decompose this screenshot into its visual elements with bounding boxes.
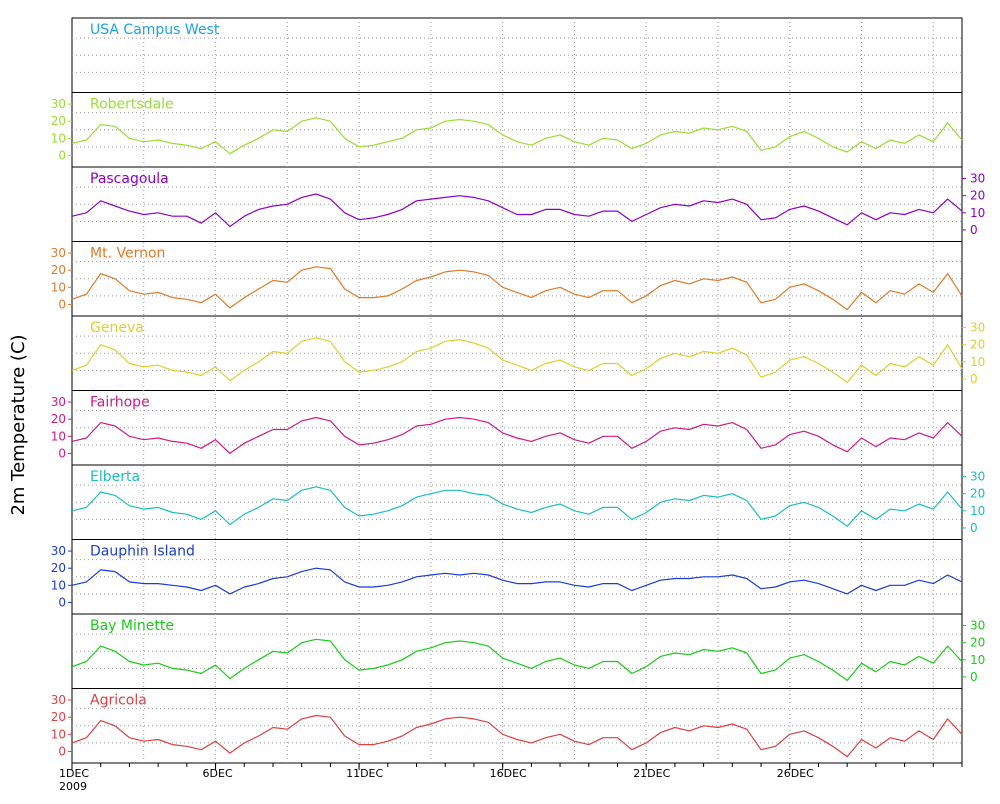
y-tick-label: 0 — [970, 521, 978, 535]
x-tick-label: 16DEC — [490, 767, 527, 780]
y-tick-label: 10 — [51, 727, 66, 741]
panel-title: Elberta — [90, 469, 140, 485]
y-tick-label: 30 — [970, 619, 985, 633]
series-line-pascagoula — [71, 193, 963, 228]
y-tick-label: 20 — [970, 487, 985, 501]
y-tick-label: 10 — [970, 653, 985, 667]
y-tick-label: 30 — [51, 395, 66, 409]
y-tick-label: 0 — [58, 595, 66, 609]
panel-title: Agricola — [90, 693, 147, 709]
panel-title: Mt. Vernon — [90, 246, 165, 262]
y-tick-label: 10 — [51, 578, 66, 592]
x-tick-label: 26DEC — [777, 767, 814, 780]
series-line-elberta — [71, 486, 963, 527]
panel-title: Pascagoula — [90, 171, 169, 187]
y-tick-label: 10 — [51, 280, 66, 294]
panel-title: USA Campus West — [90, 22, 220, 38]
x-year-label: 2009 — [59, 780, 87, 793]
series-line-fairhope — [71, 416, 963, 454]
x-axis: 1DEC 6DEC 11DEC 16DEC 21DEC 26DEC 2009 — [59, 763, 963, 793]
series-line-mt-vernon — [71, 266, 963, 311]
series-line-agricola — [71, 714, 963, 758]
y-tick-label: 20 — [970, 636, 985, 650]
series-line-bay-minette — [71, 638, 963, 681]
axes-group: 0 10 20 30 0 10 20 30 0 10 20 30 0 10 20 30 0 10 20 30 0 10 20… — [51, 97, 986, 758]
y-tick-label: 0 — [970, 223, 978, 237]
x-tick-label: 6DEC — [203, 767, 233, 780]
x-tick-label: 1DEC — [59, 767, 89, 780]
y-tick-label: 0 — [970, 670, 978, 684]
y-tick-label: 10 — [970, 504, 985, 518]
y-tick-label: 0 — [58, 297, 66, 311]
y-tick-label: 20 — [970, 189, 985, 203]
y-tick-label: 30 — [51, 246, 66, 260]
y-tick-label: 30 — [970, 470, 985, 484]
y-tick-label: 20 — [51, 114, 66, 128]
y-tick-label: 10 — [970, 355, 985, 369]
y-tick-label: 30 — [51, 544, 66, 558]
y-tick-label: 20 — [51, 412, 66, 426]
y-tick-label: 20 — [51, 263, 66, 277]
y-tick-label: 10 — [970, 206, 985, 220]
grid-group — [72, 18, 962, 763]
y-tick-label: 20 — [970, 338, 985, 352]
y-tick-label: 0 — [58, 446, 66, 460]
y-tick-label: 0 — [58, 744, 66, 758]
y-tick-label: 0 — [970, 372, 978, 386]
panel-title: Bay Minette — [90, 618, 174, 634]
panel-title: Dauphin Island — [90, 544, 195, 560]
y-tick-label: 30 — [51, 693, 66, 707]
y-tick-label: 30 — [51, 97, 66, 111]
y-tick-label: 20 — [51, 561, 66, 575]
x-tick-label: 11DEC — [346, 767, 383, 780]
x-tick-label: 21DEC — [633, 767, 670, 780]
y-tick-label: 30 — [970, 172, 985, 186]
y-tick-label: 30 — [970, 321, 985, 335]
series-group — [71, 117, 963, 758]
series-line-geneva — [71, 337, 963, 383]
series-line-dauphin-island — [71, 567, 963, 595]
y-tick-label: 0 — [58, 148, 66, 162]
panel-title: Geneva — [90, 320, 144, 336]
panel-title: Robertsdale — [90, 97, 174, 113]
series-line-robertsdale — [71, 117, 963, 155]
panels-group: USA Campus West Robertsdale Pascagoula Mt. … — [71, 17, 963, 764]
y-tick-label: 10 — [51, 131, 66, 145]
y-axis-label: 2m Temperature (C) — [8, 334, 29, 515]
panel-title: Fairhope — [90, 395, 150, 411]
y-tick-label: 20 — [51, 710, 66, 724]
y-tick-label: 10 — [51, 429, 66, 443]
